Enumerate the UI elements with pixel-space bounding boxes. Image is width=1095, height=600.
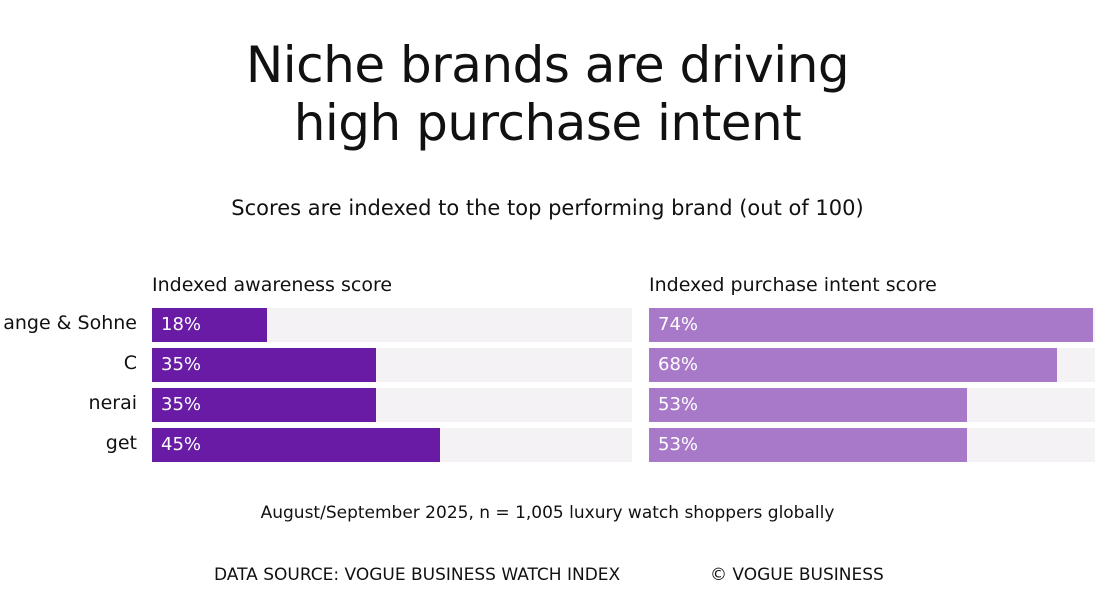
intent-panel-label: Indexed purchase intent score [649, 274, 937, 296]
brand-label: nerai [88, 392, 137, 414]
awareness-bar: 18% [152, 308, 267, 342]
awareness-bar: 35% [152, 348, 376, 382]
intent-bar: 53% [649, 428, 967, 462]
awareness-track: 18% [152, 308, 632, 342]
awareness-bar-label: 35% [161, 394, 202, 415]
brand-label: ange & Sohne [3, 312, 137, 334]
chart-title: Niche brands are driving high purchase i… [0, 36, 1095, 152]
awareness-track: 45% [152, 428, 632, 462]
intent-bar-label: 53% [658, 394, 699, 415]
chart-footnote: August/September 2025, n = 1,005 luxury … [260, 503, 835, 523]
data-source: DATA SOURCE: VOGUE BUSINESS WATCH INDEX [214, 565, 621, 585]
awareness-bar: 35% [152, 388, 376, 422]
intent-track: 53% [649, 388, 1095, 422]
intent-bar: 74% [649, 308, 1093, 342]
intent-bar: 53% [649, 388, 967, 422]
awareness-bar: 45% [152, 428, 440, 462]
awareness-bar-label: 18% [161, 314, 202, 335]
awareness-bar-label: 45% [161, 434, 202, 455]
intent-track: 74% [649, 308, 1095, 342]
awareness-bar-label: 35% [161, 354, 202, 375]
chart-subtitle: Scores are indexed to the top performing… [231, 196, 864, 220]
intent-track: 68% [649, 348, 1095, 382]
intent-bar: 68% [649, 348, 1057, 382]
brand-label: C [123, 352, 137, 374]
intent-bar-label: 53% [658, 434, 699, 455]
intent-track: 53% [649, 428, 1095, 462]
chart-title-line-1: Niche brands are driving [245, 36, 850, 94]
chart-title-line-2: high purchase intent [293, 94, 802, 152]
brand-label: get [105, 432, 137, 454]
intent-bar-label: 68% [658, 354, 699, 375]
awareness-track: 35% [152, 348, 632, 382]
copyright: © VOGUE BUSINESS [710, 565, 884, 585]
awareness-track: 35% [152, 388, 632, 422]
awareness-panel-label: Indexed awareness score [152, 274, 393, 296]
intent-bar-label: 74% [658, 314, 699, 335]
